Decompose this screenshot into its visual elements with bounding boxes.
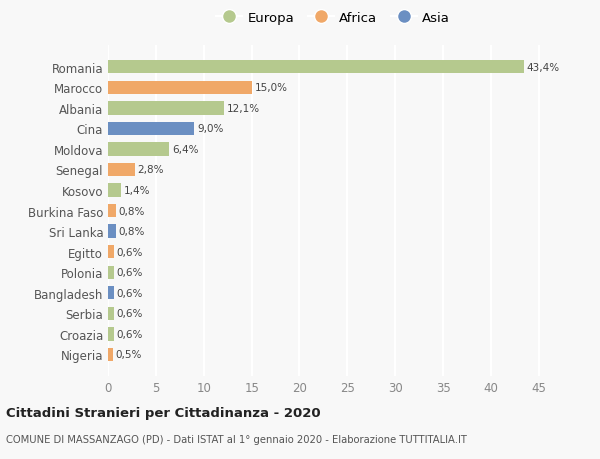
Bar [108, 143, 169, 156]
Text: 0,6%: 0,6% [116, 247, 143, 257]
Bar [108, 348, 113, 361]
Bar [108, 102, 224, 115]
Text: 1,4%: 1,4% [124, 185, 151, 196]
Text: 15,0%: 15,0% [254, 83, 287, 93]
Bar [108, 123, 194, 136]
Text: 6,4%: 6,4% [172, 145, 199, 155]
Bar [108, 225, 116, 238]
Text: COMUNE DI MASSANZAGO (PD) - Dati ISTAT al 1° gennaio 2020 - Elaborazione TUTTITA: COMUNE DI MASSANZAGO (PD) - Dati ISTAT a… [6, 434, 467, 444]
Text: 0,6%: 0,6% [116, 288, 143, 298]
Text: 0,6%: 0,6% [116, 309, 143, 319]
Text: 0,5%: 0,5% [116, 350, 142, 360]
Bar [108, 163, 135, 177]
Bar [108, 204, 116, 218]
Bar [108, 328, 114, 341]
Text: 2,8%: 2,8% [137, 165, 164, 175]
Legend: Europa, Africa, Asia: Europa, Africa, Asia [211, 6, 455, 30]
Text: 0,8%: 0,8% [119, 206, 145, 216]
Text: 0,8%: 0,8% [119, 227, 145, 237]
Text: 9,0%: 9,0% [197, 124, 223, 134]
Text: 12,1%: 12,1% [227, 104, 260, 113]
Text: 0,6%: 0,6% [116, 268, 143, 278]
Bar [108, 266, 114, 280]
Bar [108, 61, 524, 74]
Text: Cittadini Stranieri per Cittadinanza - 2020: Cittadini Stranieri per Cittadinanza - 2… [6, 406, 320, 419]
Bar [108, 184, 121, 197]
Text: 0,6%: 0,6% [116, 329, 143, 339]
Bar [108, 286, 114, 300]
Bar [108, 307, 114, 320]
Text: 43,4%: 43,4% [526, 62, 560, 73]
Bar [108, 246, 114, 259]
Bar [108, 81, 251, 95]
